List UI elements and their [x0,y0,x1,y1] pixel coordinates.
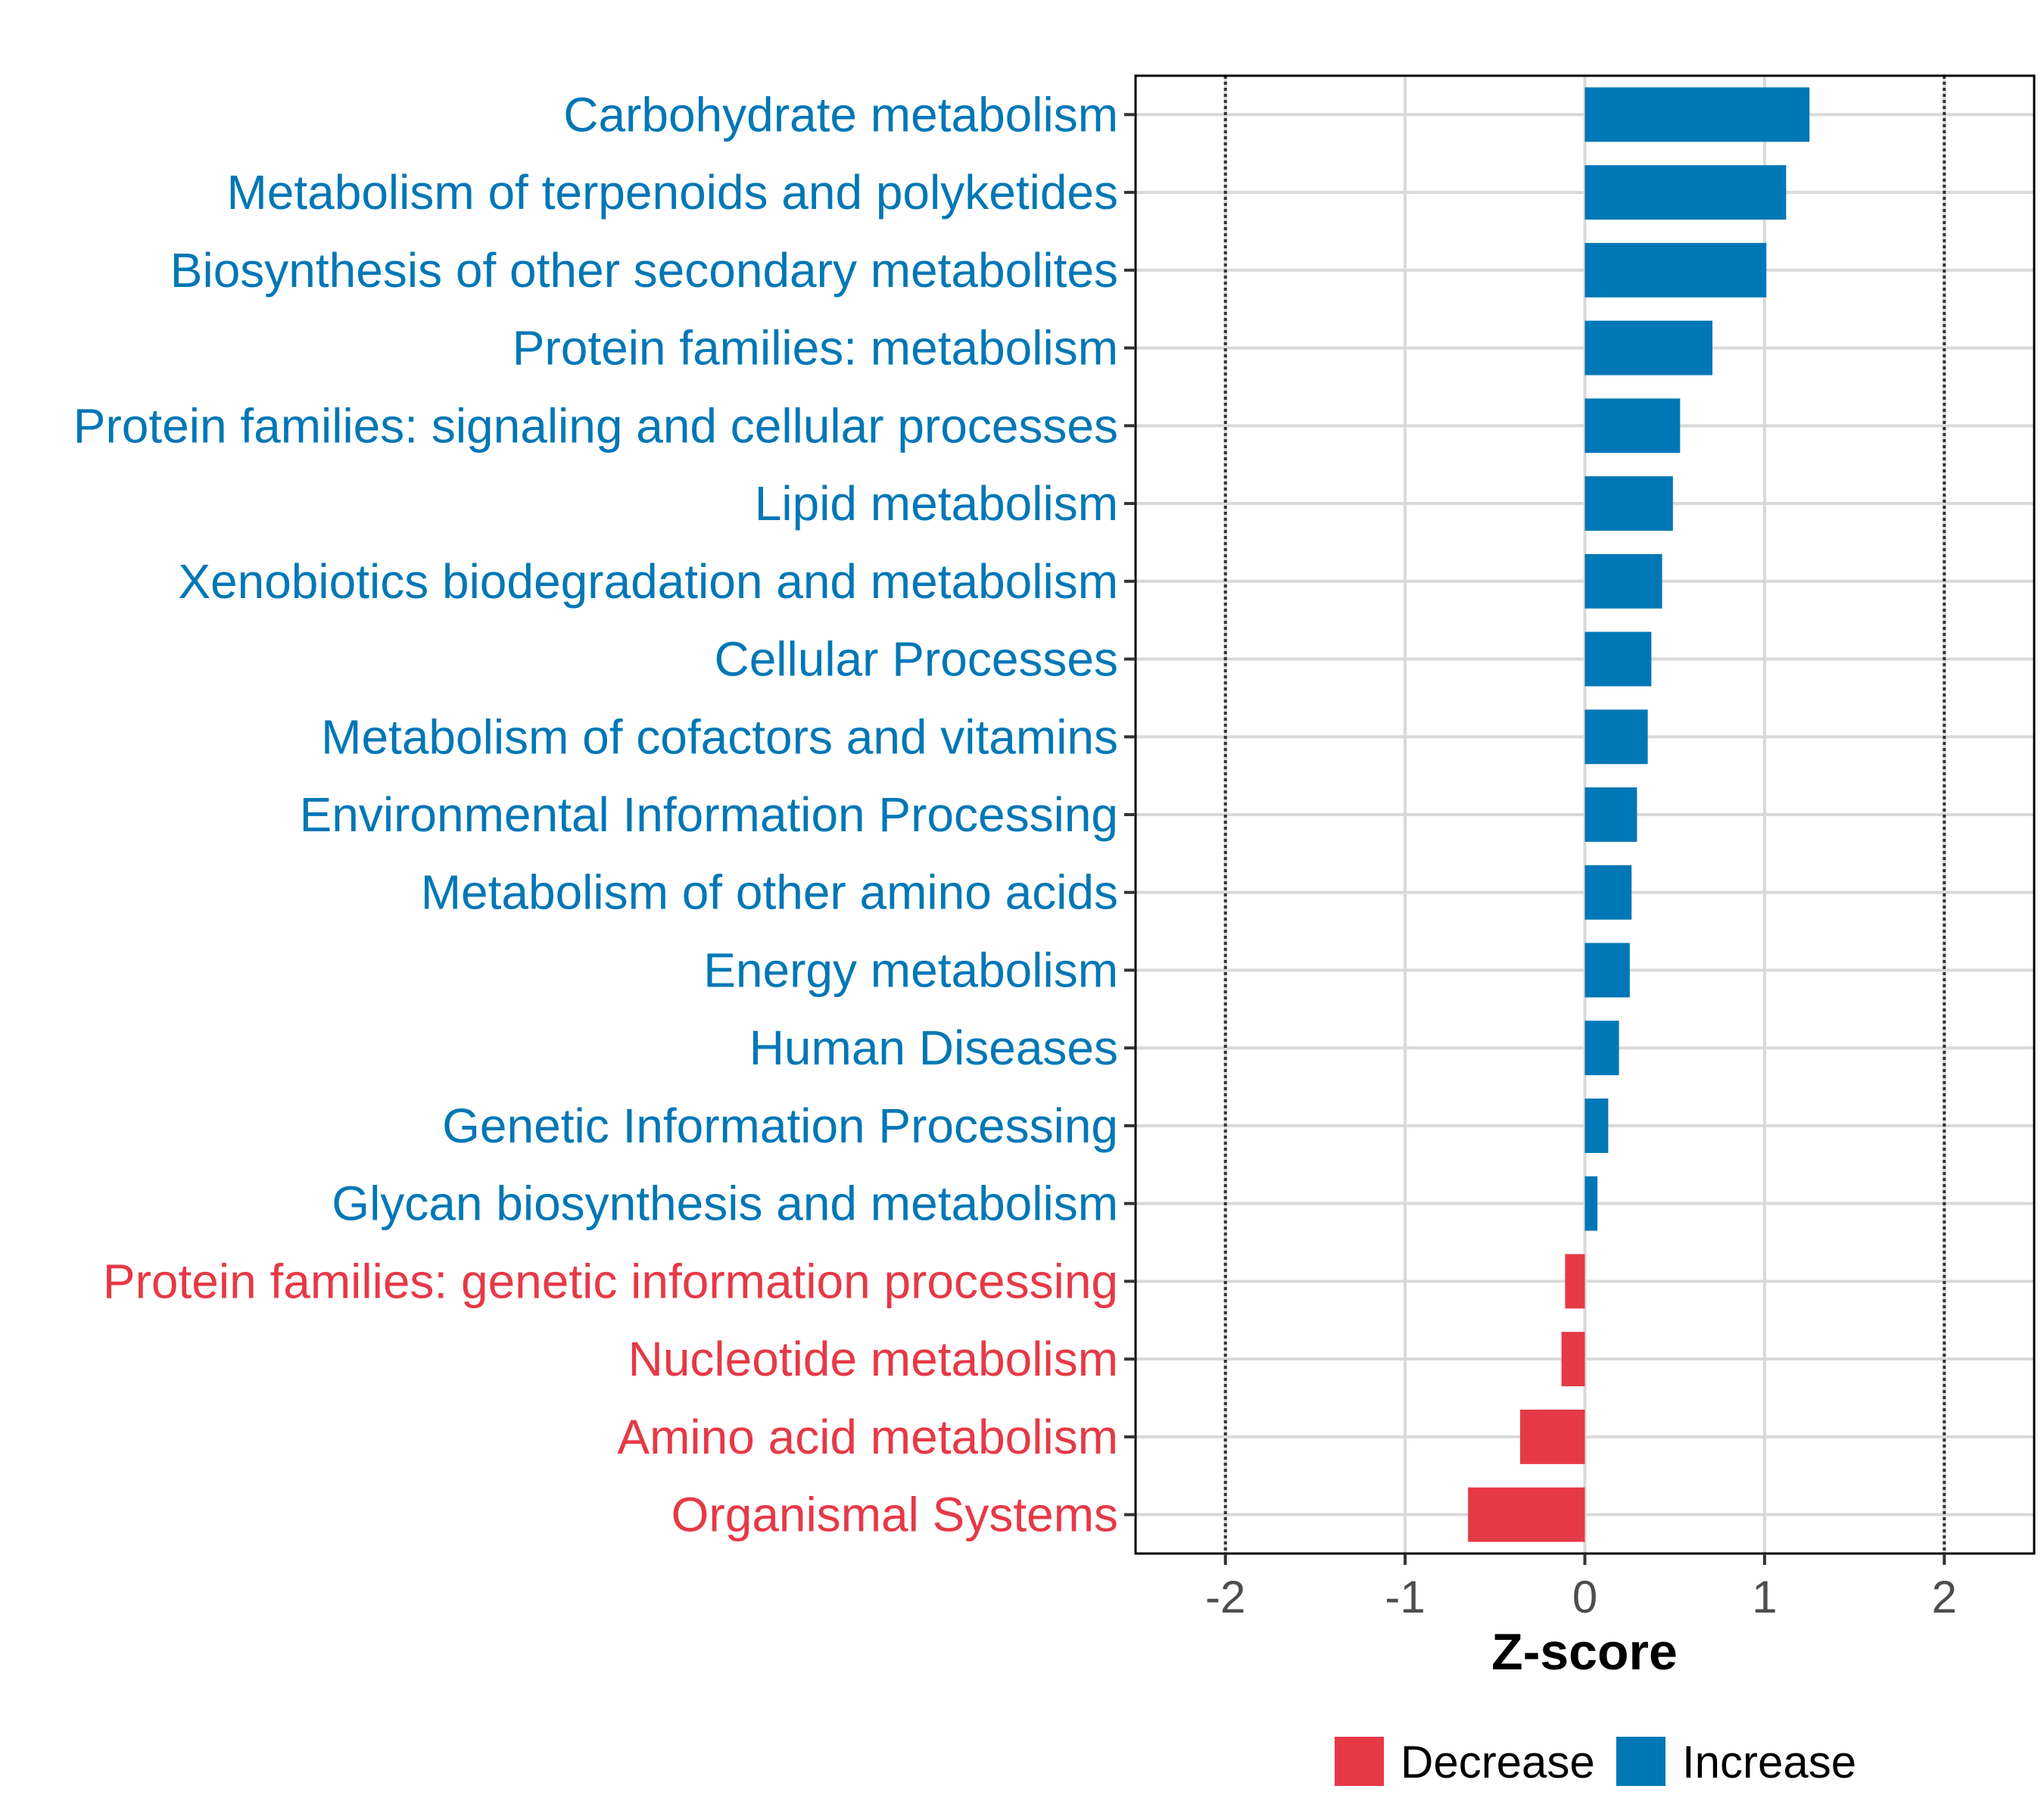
bar-16 [1561,1332,1585,1387]
x-axis-ticks: -2 -1 0 1 2 [1205,1554,1957,1622]
x-tick-label-4: 2 [1932,1572,1957,1622]
category-label-11: Energy metabolism [703,943,1118,997]
bar-18 [1468,1487,1585,1542]
category-label-9: Environmental Information Processing [300,787,1118,842]
category-label-13: Genetic Information Processing [442,1099,1118,1153]
x-tick-label-1: -1 [1385,1572,1425,1622]
bar-5 [1584,476,1673,531]
category-label-18: Organismal Systems [671,1488,1118,1542]
y-axis-category-labels: Carbohydrate metabolism Metabolism of ter… [73,87,1118,1541]
bar-10 [1584,865,1632,920]
category-label-2: Biosynthesis of other secondary metaboli… [170,243,1118,298]
bar-0 [1584,87,1810,142]
x-tick-label-2: 0 [1572,1572,1597,1622]
bar-17 [1520,1409,1585,1464]
x-tick-label-0: -2 [1205,1572,1245,1622]
category-label-17: Amino acid metabolism [617,1410,1118,1464]
bar-9 [1584,787,1637,842]
category-label-12: Human Diseases [749,1021,1118,1075]
category-label-0: Carbohydrate metabolism [563,87,1118,142]
x-tick-label-3: 1 [1752,1572,1777,1622]
legend: Decrease Increase [1335,1737,1856,1787]
category-label-6: Xenobiotics biodegradation and metabolis… [178,554,1118,609]
bar-1 [1584,165,1787,220]
legend-swatch-decrease [1335,1737,1384,1786]
category-label-4: Protein families: signaling and cellular… [73,398,1118,453]
bar-11 [1584,943,1630,998]
legend-swatch-increase [1616,1737,1665,1786]
category-label-10: Metabolism of other amino acids [421,865,1118,920]
category-label-15: Protein families: genetic information pr… [103,1254,1118,1308]
category-label-14: Glycan biosynthesis and metabolism [332,1177,1118,1231]
y-axis-ticks [1124,113,1136,1516]
category-label-1: Metabolism of terpenoids and polyketides [226,165,1118,220]
bar-14 [1584,1176,1598,1231]
bar-3 [1584,320,1713,376]
bars [1468,87,1810,1542]
legend-label-decrease: Decrease [1401,1737,1595,1787]
bar-8 [1584,709,1648,765]
category-label-5: Lipid metabolism [755,476,1118,531]
bar-13 [1584,1098,1609,1153]
bar-15 [1565,1254,1585,1309]
category-label-3: Protein families: metabolism [513,321,1118,376]
bar-6 [1584,553,1662,609]
bar-4 [1584,398,1681,453]
x-axis-title: Z-score [1491,1623,1678,1681]
reference-lines [1223,76,1946,1554]
category-label-16: Nucleotide metabolism [628,1332,1118,1386]
category-label-8: Metabolism of cofactors and vitamins [321,709,1118,764]
bar-12 [1584,1021,1619,1076]
bar-2 [1584,242,1767,298]
category-label-7: Cellular Processes [714,632,1118,687]
bar-7 [1584,631,1652,687]
legend-label-increase: Increase [1682,1737,1856,1787]
